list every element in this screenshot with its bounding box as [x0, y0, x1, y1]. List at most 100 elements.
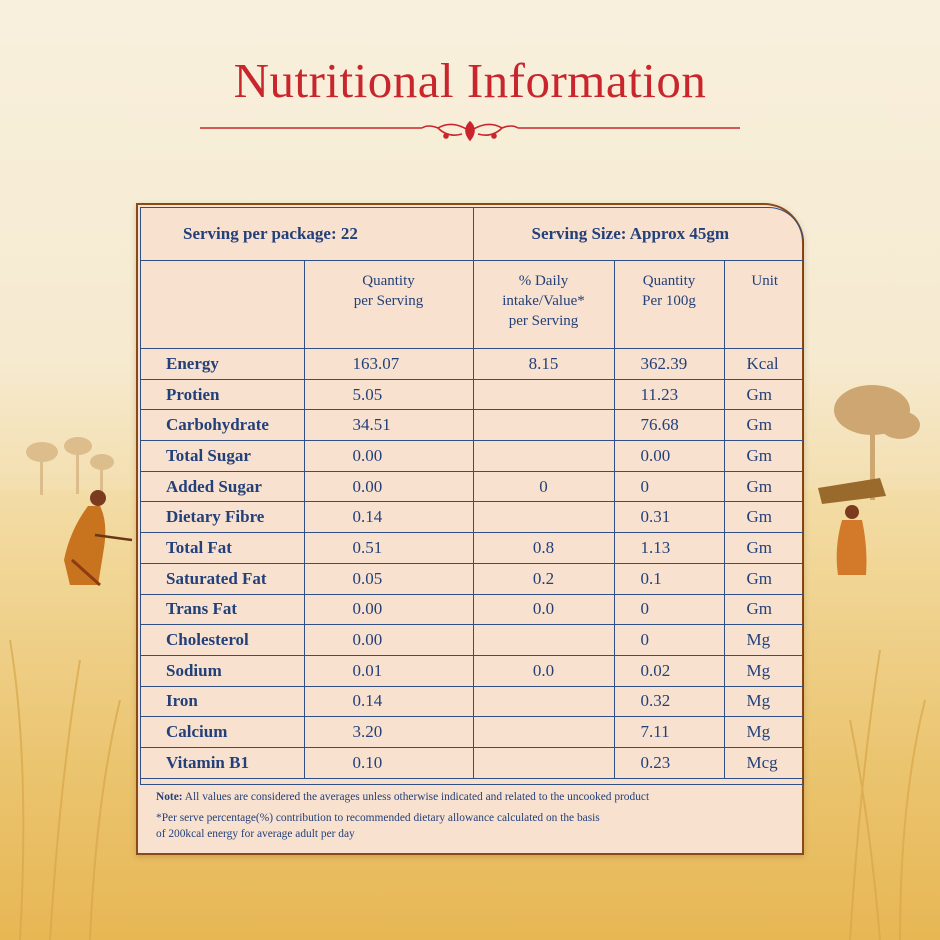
- trees-right-icon: [834, 385, 920, 500]
- table-row: Saturated Fat 0.05 0.2 0.1 Gm: [141, 562, 803, 595]
- header-unit: Unit: [723, 260, 803, 349]
- qty-per-serving-cell: 3.20: [303, 716, 474, 748]
- qty-per-serving-cell: 0.05: [303, 562, 474, 595]
- qty-per-100g-cell: 0.31: [613, 501, 725, 534]
- nutrient-name-cell: Calcium: [141, 716, 305, 748]
- daily-value-cell: 0.0: [472, 593, 615, 626]
- farmer-woman-right-icon: [818, 478, 886, 575]
- page-title: Nutritional Information: [233, 53, 707, 108]
- qty-per-100g-cell: 7.11: [613, 716, 725, 748]
- nutrient-name-cell: Protien: [141, 378, 305, 411]
- qty-per-serving-cell: 0.14: [303, 685, 474, 718]
- unit-cell: Gm: [723, 562, 803, 595]
- table-notes: Note: All values are considered the aver…: [156, 789, 796, 843]
- ornamental-divider-icon: [200, 120, 740, 142]
- table-summary-row: Serving per package: 22 Serving Size: Ap…: [141, 208, 803, 261]
- nutrient-name-cell: Sodium: [141, 654, 305, 687]
- unit-cell: Gm: [723, 532, 803, 564]
- nutrient-name-cell: Dietary Fibre: [141, 501, 305, 534]
- table-row: Iron 0.14 0.32 Mg: [141, 685, 803, 718]
- table-row: Carbohydrate 34.51 76.68 Gm: [141, 409, 803, 442]
- daily-value-cell: [472, 378, 615, 411]
- table-row: Protien 5.05 11.23 Gm: [141, 378, 803, 411]
- header-qty-per-serving: Quantity per Serving: [303, 260, 474, 349]
- nutrition-card: Serving per package: 22 Serving Size: Ap…: [136, 203, 804, 855]
- table-column-headers: Quantity per Serving % Daily intake/Valu…: [141, 260, 803, 349]
- unit-cell: Mg: [723, 624, 803, 656]
- qty-per-100g-cell: 0.32: [613, 685, 725, 718]
- nutrient-name-cell: Total Fat: [141, 532, 305, 564]
- unit-cell: Mg: [723, 685, 803, 718]
- nutrient-name-cell: Cholesterol: [141, 624, 305, 656]
- qty-per-serving-cell: 34.51: [303, 409, 474, 442]
- table-row: Dietary Fibre 0.14 0.31 Gm: [141, 501, 803, 534]
- wheat-stalks-icon: [9, 639, 926, 940]
- daily-value-cell: [472, 685, 615, 718]
- unit-cell: Kcal: [723, 348, 803, 380]
- unit-cell: Gm: [723, 501, 803, 534]
- qty-per-serving-cell: 0.51: [303, 532, 474, 564]
- table-row: Total Fat 0.51 0.8 1.13 Gm: [141, 532, 803, 564]
- qty-per-100g-cell: 362.39: [613, 348, 725, 380]
- trees-left-icon: [26, 437, 114, 495]
- nutrient-name-cell: Saturated Fat: [141, 562, 305, 595]
- unit-cell: Mg: [723, 654, 803, 687]
- unit-cell: Mcg: [723, 746, 803, 779]
- nutrient-name-cell: Trans Fat: [141, 593, 305, 626]
- daily-value-cell: 0.0: [472, 654, 615, 687]
- footnote-line-2: of 200kcal energy for average adult per …: [156, 828, 355, 840]
- daily-value-cell: [472, 501, 615, 534]
- daily-value-cell: 0: [472, 470, 615, 503]
- table-row: Added Sugar 0.00 0 0 Gm: [141, 470, 803, 503]
- daily-value-cell: [472, 746, 615, 779]
- nutrient-name-cell: Energy: [141, 348, 305, 380]
- header-nutrient-blank: [141, 260, 305, 349]
- nutrition-table-frame: Serving per package: 22 Serving Size: Ap…: [140, 207, 804, 785]
- unit-cell: Gm: [723, 378, 803, 411]
- nutrient-name-cell: Total Sugar: [141, 440, 305, 472]
- table-row: Trans Fat 0.00 0.0 0 Gm: [141, 593, 803, 626]
- nutrient-name-cell: Added Sugar: [141, 470, 305, 503]
- qty-per-serving-cell: 0.00: [303, 440, 474, 472]
- unit-cell: Gm: [723, 409, 803, 442]
- note-line: Note: All values are considered the aver…: [156, 791, 650, 803]
- qty-per-serving-cell: 0.01: [303, 654, 474, 687]
- daily-value-cell: 0.8: [472, 532, 615, 564]
- qty-per-serving-cell: 0.00: [303, 624, 474, 656]
- qty-per-serving-cell: 163.07: [303, 348, 474, 380]
- unit-cell: Gm: [723, 440, 803, 472]
- table-row: Calcium 3.20 7.11 Mg: [141, 716, 803, 748]
- qty-per-serving-cell: 0.10: [303, 746, 474, 779]
- table-row: Energy 163.07 8.15 362.39 Kcal: [141, 348, 803, 380]
- qty-per-100g-cell: 0.02: [613, 654, 725, 687]
- nutrition-table: Serving per package: 22 Serving Size: Ap…: [141, 208, 803, 779]
- footnote-line-1: *Per serve percentage(%) contribution to…: [156, 811, 600, 824]
- qty-per-serving-cell: 5.05: [303, 378, 474, 411]
- qty-per-100g-cell: 76.68: [613, 409, 725, 442]
- qty-per-100g-cell: 0.00: [613, 440, 725, 472]
- table-row: Total Sugar 0.00 0.00 Gm: [141, 440, 803, 472]
- daily-value-cell: [472, 409, 615, 442]
- qty-per-100g-cell: 0.1: [613, 562, 725, 595]
- daily-value-cell: 8.15: [472, 348, 615, 380]
- nutrient-name-cell: Vitamin B1: [141, 746, 305, 779]
- serving-per-package: Serving per package: 22: [141, 208, 474, 261]
- farmer-woman-left-icon: [64, 490, 133, 587]
- qty-per-100g-cell: 1.13: [613, 532, 725, 564]
- table-row: Sodium 0.01 0.0 0.02 Mg: [141, 654, 803, 687]
- daily-value-cell: 0.2: [472, 562, 615, 595]
- qty-per-100g-cell: 0.23: [613, 746, 725, 779]
- qty-per-100g-cell: 0: [613, 593, 725, 626]
- qty-per-100g-cell: 11.23: [613, 378, 725, 411]
- qty-per-serving-cell: 0.00: [303, 470, 474, 503]
- qty-per-serving-cell: 0.00: [303, 593, 474, 626]
- qty-per-100g-cell: 0: [613, 470, 725, 503]
- qty-per-serving-cell: 0.14: [303, 501, 474, 534]
- header-qty-per-100g: Quantity Per 100g: [613, 260, 725, 349]
- unit-cell: Mg: [723, 716, 803, 748]
- daily-value-cell: [472, 440, 615, 472]
- nutrient-name-cell: Iron: [141, 685, 305, 718]
- table-row: Cholesterol 0.00 0 Mg: [141, 624, 803, 656]
- table-row: Vitamin B1 0.10 0.23 Mcg: [141, 746, 803, 779]
- serving-size: Serving Size: Approx 45gm: [472, 208, 803, 261]
